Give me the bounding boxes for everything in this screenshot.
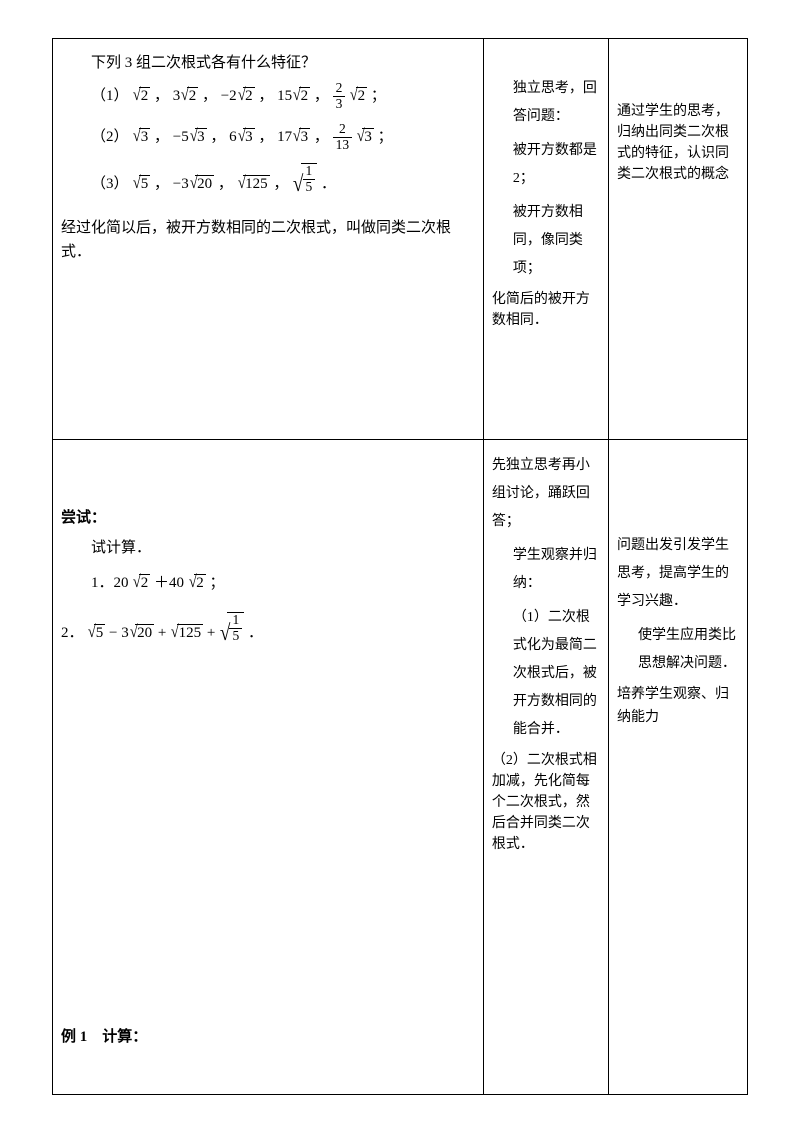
cell-purpose-2: 问题出发引发学生思考，提高学生的学习兴趣． 使学生应用类比思想解决问题． 培养学… [608, 440, 747, 1095]
r2c3-p2: 使学生应用类比思想解决问题． [617, 622, 739, 678]
item2-math: √3 ， −5√3 ， 6√3 ， 17√3 ， 213 √3 ； [132, 129, 392, 145]
r1c2-p2: 被开方数都是 2； [492, 137, 600, 193]
cell-student-2: 先独立思考再小组讨论，踊跃回答； 学生观察并归纳： （1）二次根式化为最简二次根… [483, 440, 608, 1095]
calc-item-2: 2． √5 − 3√20 + √125 + √15 ． [61, 612, 475, 651]
cell-content-1: 下列 3 组二次根式各有什么特征？ （1） √2 ， 3√2 ， −2√2 ， … [53, 39, 484, 440]
table-row-2: 尝试： 试计算． 1．20 √2 ＋40 √2 ； 2． √5 − 3√20 +… [53, 440, 748, 1095]
r1c2-p3: 被开方数相同，像同类项； [492, 199, 600, 283]
item1-math: √2 ， 3√2 ， −2√2 ， 15√2 ， 23 √2 ； [132, 88, 386, 104]
r1c2-p1: 独立思考，回答问题： [492, 75, 600, 131]
conclusion: 经过化简以后，被开方数相同的二次根式，叫做同类二次根式． [61, 216, 475, 264]
item-3: （3） √5 ， −3√20 ， √125 ， √15 ． [61, 163, 475, 202]
example-1: 例 1 计算： [61, 1025, 475, 1049]
table-row-1: 下列 3 组二次根式各有什么特征？ （1） √2 ， 3√2 ， −2√2 ， … [53, 39, 748, 440]
r2c3-p3: 培养学生观察、归纳能力 [617, 684, 739, 729]
r2c2-p4: （2）二次根式相加减，先化简每个二次根式，然后合并同类二次根式． [492, 750, 600, 855]
question-intro: 下列 3 组二次根式各有什么特征？ [61, 51, 475, 75]
try-intro: 试计算． [61, 536, 475, 560]
calc2-prefix: 2． [61, 625, 84, 641]
r1c2-p4: 化简后的被开方数相同． [492, 289, 600, 331]
r2c3-p1: 问题出发引发学生思考，提高学生的学习兴趣． [617, 532, 739, 616]
item-2: （2） √3 ， −5√3 ， 6√3 ， 17√3 ， 213 √3 ； [61, 122, 475, 153]
cell-student-1: 独立思考，回答问题： 被开方数都是 2； 被开方数相同，像同类项； 化简后的被开… [483, 39, 608, 440]
item3-prefix: （3） [91, 176, 129, 192]
item3-math: √5 ， −3√20 ， √125 ， √15 ． [132, 176, 336, 192]
item1-prefix: （1） [91, 88, 129, 104]
r1c3-p1: 通过学生的思考，归纳出同类二次根式的特征，认识同类二次根式的概念 [617, 101, 739, 185]
calc1-math: 1．20 √2 ＋40 √2 ； [91, 575, 224, 591]
r2c2-p1: 先独立思考再小组讨论，踊跃回答； [492, 452, 600, 536]
cell-purpose-1: 通过学生的思考，归纳出同类二次根式的特征，认识同类二次根式的概念 [608, 39, 747, 440]
item2-prefix: （2） [91, 129, 129, 145]
cell-content-2: 尝试： 试计算． 1．20 √2 ＋40 √2 ； 2． √5 − 3√20 +… [53, 440, 484, 1095]
r2c2-p3: （1）二次根式化为最简二次根式后，被开方数相同的能合并． [492, 604, 600, 744]
r2c2-p2: 学生观察并归纳： [492, 542, 600, 598]
calc2-math: √5 − 3√20 + √125 + √15 ． [87, 625, 263, 641]
try-title: 尝试： [61, 506, 475, 530]
item-1: （1） √2 ， 3√2 ， −2√2 ， 15√2 ， 23 √2 ； [61, 81, 475, 112]
calc-item-1: 1．20 √2 ＋40 √2 ； [61, 568, 475, 596]
